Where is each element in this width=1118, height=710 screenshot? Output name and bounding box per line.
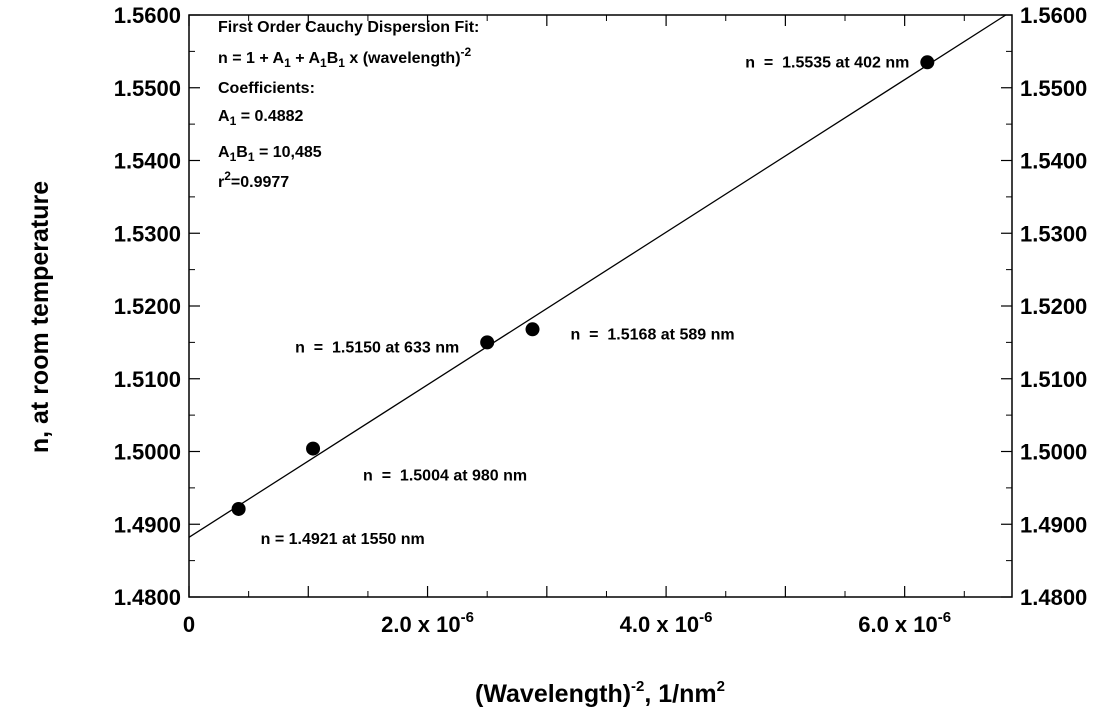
y-tick-label-right: 1.5200 bbox=[1020, 294, 1087, 319]
fit-a1: A1 = 0.4882 bbox=[218, 108, 304, 128]
plot-frame bbox=[188, 14, 1013, 598]
data-point-label: n = 1.5168 at 589 nm bbox=[571, 326, 735, 343]
y-tick-label-left: 1.5600 bbox=[114, 3, 181, 28]
y-axis-title: n, at room temperature bbox=[26, 181, 54, 453]
x-tick-label: 0 bbox=[183, 612, 195, 637]
data-point bbox=[306, 441, 321, 456]
y-tick-label-right: 1.5000 bbox=[1020, 440, 1087, 465]
y-tick-label-left: 1.4900 bbox=[114, 512, 181, 537]
data-point-labels: n = 1.4921 at 1550 nm n = 1.5004 at 980 n… bbox=[261, 54, 910, 548]
fit-a1b1: A1B1 = 10,485 bbox=[218, 144, 322, 164]
data-point bbox=[525, 322, 540, 337]
fit-line bbox=[188, 14, 1007, 538]
fit-coefficients-heading: Coefficients: bbox=[218, 80, 315, 97]
fit-annotation: First Order Cauchy Dispersion Fit: n = 1… bbox=[218, 19, 479, 191]
y-tick-label-left: 1.5100 bbox=[114, 367, 181, 392]
x-tick-label: 6.0 x 10-6 bbox=[858, 609, 951, 637]
data-point bbox=[480, 335, 495, 350]
y-tick-label-right: 1.4900 bbox=[1020, 512, 1087, 537]
data-point-label: n = 1.5004 at 980 nm bbox=[363, 468, 527, 485]
fit-r-squared: r2=0.9977 bbox=[218, 169, 289, 191]
fit-equation: n = 1 + A1 + A1B1 x (wavelength)-2 bbox=[218, 45, 472, 70]
x-tick-label: 2.0 x 10-6 bbox=[381, 609, 474, 637]
plot-border bbox=[188, 14, 1013, 598]
data-point bbox=[920, 55, 935, 70]
y-tick-label-right: 1.5300 bbox=[1020, 221, 1087, 246]
data-point-label: n = 1.5535 at 402 nm bbox=[745, 54, 909, 71]
data-point bbox=[231, 501, 246, 516]
data-points bbox=[231, 55, 935, 516]
y-tick-label-left: 1.5400 bbox=[114, 149, 181, 174]
y-tick-label-left: 1.5300 bbox=[114, 221, 181, 246]
y-tick-label-right: 1.4800 bbox=[1020, 585, 1087, 610]
y-tick-label-right: 1.5400 bbox=[1020, 149, 1087, 174]
x-axis-title: (Wavelength)-2, 1/nm2 bbox=[475, 678, 725, 708]
data-point-label: n = 1.4921 at 1550 nm bbox=[261, 531, 425, 548]
y-tick-label-left: 1.5000 bbox=[114, 440, 181, 465]
x-axis-tick-labels: 0 2.0 x 10-6 4.0 x 10-6 6.0 x 10-6 bbox=[183, 609, 951, 637]
data-point-label: n = 1.5150 at 633 nm bbox=[295, 339, 459, 356]
fit-line-group bbox=[188, 14, 1007, 538]
x-tick-label: 4.0 x 10-6 bbox=[620, 609, 713, 637]
y-tick-label-right: 1.5100 bbox=[1020, 367, 1087, 392]
y-axis-right-tick-labels: 1.4800 1.4900 1.5000 1.5100 1.5200 1.5300 1.54… bbox=[1020, 3, 1087, 610]
fit-title: First Order Cauchy Dispersion Fit: bbox=[218, 19, 479, 36]
y-tick-label-left: 1.5200 bbox=[114, 294, 181, 319]
y-tick-label-left: 1.4800 bbox=[114, 585, 181, 610]
y-axis-left-tick-labels: 1.4800 1.4900 1.5000 1.5100 1.5200 1.5300 1.54… bbox=[114, 3, 181, 610]
axis-ticks bbox=[188, 14, 1012, 598]
y-tick-label-right: 1.5600 bbox=[1020, 3, 1087, 28]
y-tick-label-right: 1.5500 bbox=[1020, 76, 1087, 101]
y-tick-label-left: 1.5500 bbox=[114, 76, 181, 101]
